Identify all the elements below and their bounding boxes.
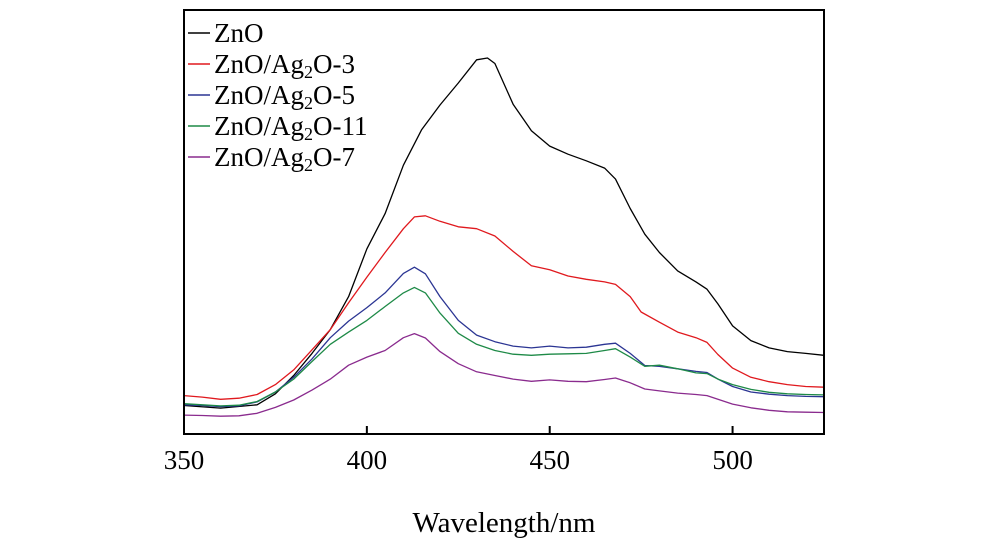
series-line-4 xyxy=(183,286,825,407)
legend-label: ZnO/Ag2O-7 xyxy=(214,142,355,175)
x-tick-label: 400 xyxy=(347,445,388,475)
x-tick-label: 500 xyxy=(712,445,753,475)
legend-label: ZnO/Ag2O-11 xyxy=(214,111,368,144)
series-line-5 xyxy=(183,332,825,417)
x-axis: 350 400 450 500 xyxy=(164,426,753,475)
series-layer xyxy=(183,57,825,417)
series-line-2 xyxy=(183,215,825,400)
plot-frame xyxy=(183,9,825,435)
x-tick-label: 450 xyxy=(529,445,570,475)
series-line-3 xyxy=(183,266,825,408)
legend-label: ZnO/Ag2O-5 xyxy=(214,80,355,113)
legend-label: ZnO/Ag2O-3 xyxy=(214,49,355,82)
x-tick-label: 350 xyxy=(164,445,205,475)
legend: ZnOZnO/Ag2O-3ZnO/Ag2O-5ZnO/Ag2O-11ZnO/Ag… xyxy=(188,18,368,175)
x-axis-title: Wavelength/nm xyxy=(413,507,596,539)
legend-label: ZnO xyxy=(214,18,264,48)
